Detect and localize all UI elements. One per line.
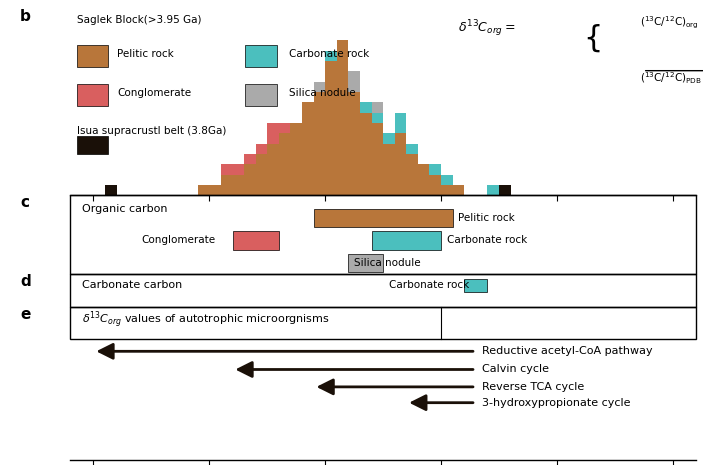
Bar <box>406 154 418 195</box>
Bar <box>406 144 418 154</box>
Text: $\mathsf{(^{13}C/^{12}C)_{PDB}}$: $\mathsf{(^{13}C/^{12}C)_{PDB}}$ <box>640 71 702 86</box>
Bar <box>279 123 290 133</box>
Bar <box>418 164 430 195</box>
Text: Pelitic rock: Pelitic rock <box>458 213 515 223</box>
Bar <box>233 175 244 195</box>
Bar <box>441 175 453 185</box>
Bar <box>290 123 302 195</box>
Bar <box>325 51 337 61</box>
Text: Calvin cycle: Calvin cycle <box>482 365 548 374</box>
Text: Saglek Block(>3.95 Ga): Saglek Block(>3.95 Ga) <box>77 15 201 25</box>
Bar <box>267 144 279 195</box>
Bar <box>360 113 372 195</box>
Text: Silica nodule: Silica nodule <box>290 88 356 98</box>
Bar <box>349 71 360 92</box>
Bar <box>302 102 314 195</box>
Bar <box>453 185 464 195</box>
Bar <box>337 40 349 195</box>
Bar <box>372 102 383 113</box>
Text: Conglomerate: Conglomerate <box>117 88 191 98</box>
Text: $\mathsf{(^{13}C/^{12}C)_{org}}$: $\mathsf{(^{13}C/^{12}C)_{org}}$ <box>640 15 699 31</box>
Bar <box>499 185 510 195</box>
Bar <box>487 185 499 195</box>
Bar <box>244 164 256 195</box>
Bar <box>279 133 290 195</box>
Bar <box>430 175 441 195</box>
Text: Carbonate rock: Carbonate rock <box>290 49 370 59</box>
FancyBboxPatch shape <box>245 84 277 106</box>
Bar <box>233 164 244 175</box>
Bar <box>314 92 325 195</box>
FancyBboxPatch shape <box>77 84 108 106</box>
Text: Pelitic rock: Pelitic rock <box>117 49 174 59</box>
Text: Isua supracrustl belt (3.8Ga): Isua supracrustl belt (3.8Ga) <box>77 126 226 137</box>
Bar <box>464 279 487 292</box>
Text: Silica nodule: Silica nodule <box>354 258 421 268</box>
Bar <box>394 113 406 133</box>
Text: Conglomerate: Conglomerate <box>141 235 215 246</box>
Bar <box>256 154 267 195</box>
Bar <box>221 164 233 175</box>
FancyBboxPatch shape <box>245 45 277 67</box>
Text: $\delta^{13}C_{org}=$: $\delta^{13}C_{org}=$ <box>458 19 515 39</box>
Bar <box>198 185 209 195</box>
FancyBboxPatch shape <box>77 45 108 67</box>
Bar <box>256 144 267 154</box>
Bar <box>314 82 325 92</box>
Text: d: d <box>20 274 31 289</box>
Text: Reductive acetyl-CoA pathway: Reductive acetyl-CoA pathway <box>482 346 652 356</box>
Bar <box>267 123 279 144</box>
Bar <box>372 113 383 123</box>
Bar <box>430 164 441 175</box>
Bar <box>383 144 394 195</box>
Bar <box>394 133 406 195</box>
FancyBboxPatch shape <box>77 136 108 154</box>
Bar <box>349 254 383 272</box>
Bar <box>105 185 117 195</box>
Bar <box>360 102 372 113</box>
Text: 3-hydroxypropionate cycle: 3-hydroxypropionate cycle <box>482 398 630 408</box>
Text: Organic carbon: Organic carbon <box>82 204 167 214</box>
Text: Carbonate rock: Carbonate rock <box>389 280 469 290</box>
Text: $\delta^{13}C_{org}$ values of autotrophic microorgnisms: $\delta^{13}C_{org}$ values of autotroph… <box>82 309 330 331</box>
Bar <box>209 185 221 195</box>
Text: $\{$: $\{$ <box>583 22 601 54</box>
Bar <box>233 232 279 250</box>
Bar <box>383 133 394 144</box>
Text: b: b <box>20 9 31 24</box>
Bar <box>221 175 233 195</box>
Bar <box>349 92 360 195</box>
Bar <box>325 61 337 195</box>
Text: Carbonate rock: Carbonate rock <box>447 235 527 246</box>
Bar <box>441 185 453 195</box>
Bar <box>314 209 453 227</box>
Text: Carbonate carbon: Carbonate carbon <box>82 280 182 290</box>
Text: Reverse TCA cycle: Reverse TCA cycle <box>482 382 584 392</box>
Bar <box>372 232 441 250</box>
Bar <box>372 123 383 195</box>
Text: e: e <box>20 307 31 322</box>
Bar <box>244 154 256 164</box>
Text: c: c <box>20 195 30 210</box>
